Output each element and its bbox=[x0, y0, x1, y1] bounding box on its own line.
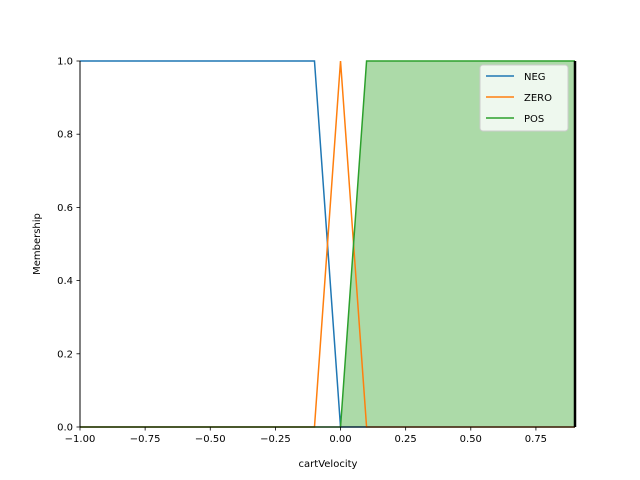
y-axis-title: Membership bbox=[32, 213, 43, 275]
fill-layer bbox=[80, 61, 575, 427]
legend-box bbox=[479, 64, 569, 132]
y-tick-label: 0.4 bbox=[57, 276, 73, 287]
y-tick-label: 0.2 bbox=[57, 349, 73, 360]
y-ticks: 0.0 0.2 0.4 0.6 0.8 1.0 bbox=[57, 57, 80, 434]
area-fill-pos bbox=[80, 61, 575, 427]
x-tick-label: −1.00 bbox=[65, 434, 96, 445]
y-tick-label: 1.0 bbox=[57, 57, 73, 68]
axes bbox=[79, 61, 575, 428]
x-ticks: −1.00 −0.75 −0.50 −0.25 0.00 0.25 0.50 0.75 bbox=[65, 427, 547, 445]
legend-label-zero: ZERO bbox=[524, 93, 552, 104]
legend-label-neg: NEG bbox=[524, 72, 546, 83]
x-tick-label: 0.25 bbox=[395, 434, 417, 445]
y-tick-label: 0.6 bbox=[57, 203, 73, 214]
legend: NEG ZERO POS bbox=[479, 64, 569, 132]
x-tick-label: 0.00 bbox=[329, 434, 351, 445]
x-tick-label: −0.75 bbox=[130, 434, 161, 445]
x-tick-label: −0.25 bbox=[260, 434, 291, 445]
y-tick-label: 0.8 bbox=[57, 130, 73, 141]
legend-label-pos: POS bbox=[524, 114, 544, 125]
x-axis-title: cartVelocity bbox=[299, 459, 358, 470]
x-tick-label: −0.50 bbox=[195, 434, 226, 445]
x-tick-label: 0.75 bbox=[525, 434, 547, 445]
y-tick-label: 0.0 bbox=[57, 423, 73, 434]
x-tick-label: 0.50 bbox=[460, 434, 482, 445]
